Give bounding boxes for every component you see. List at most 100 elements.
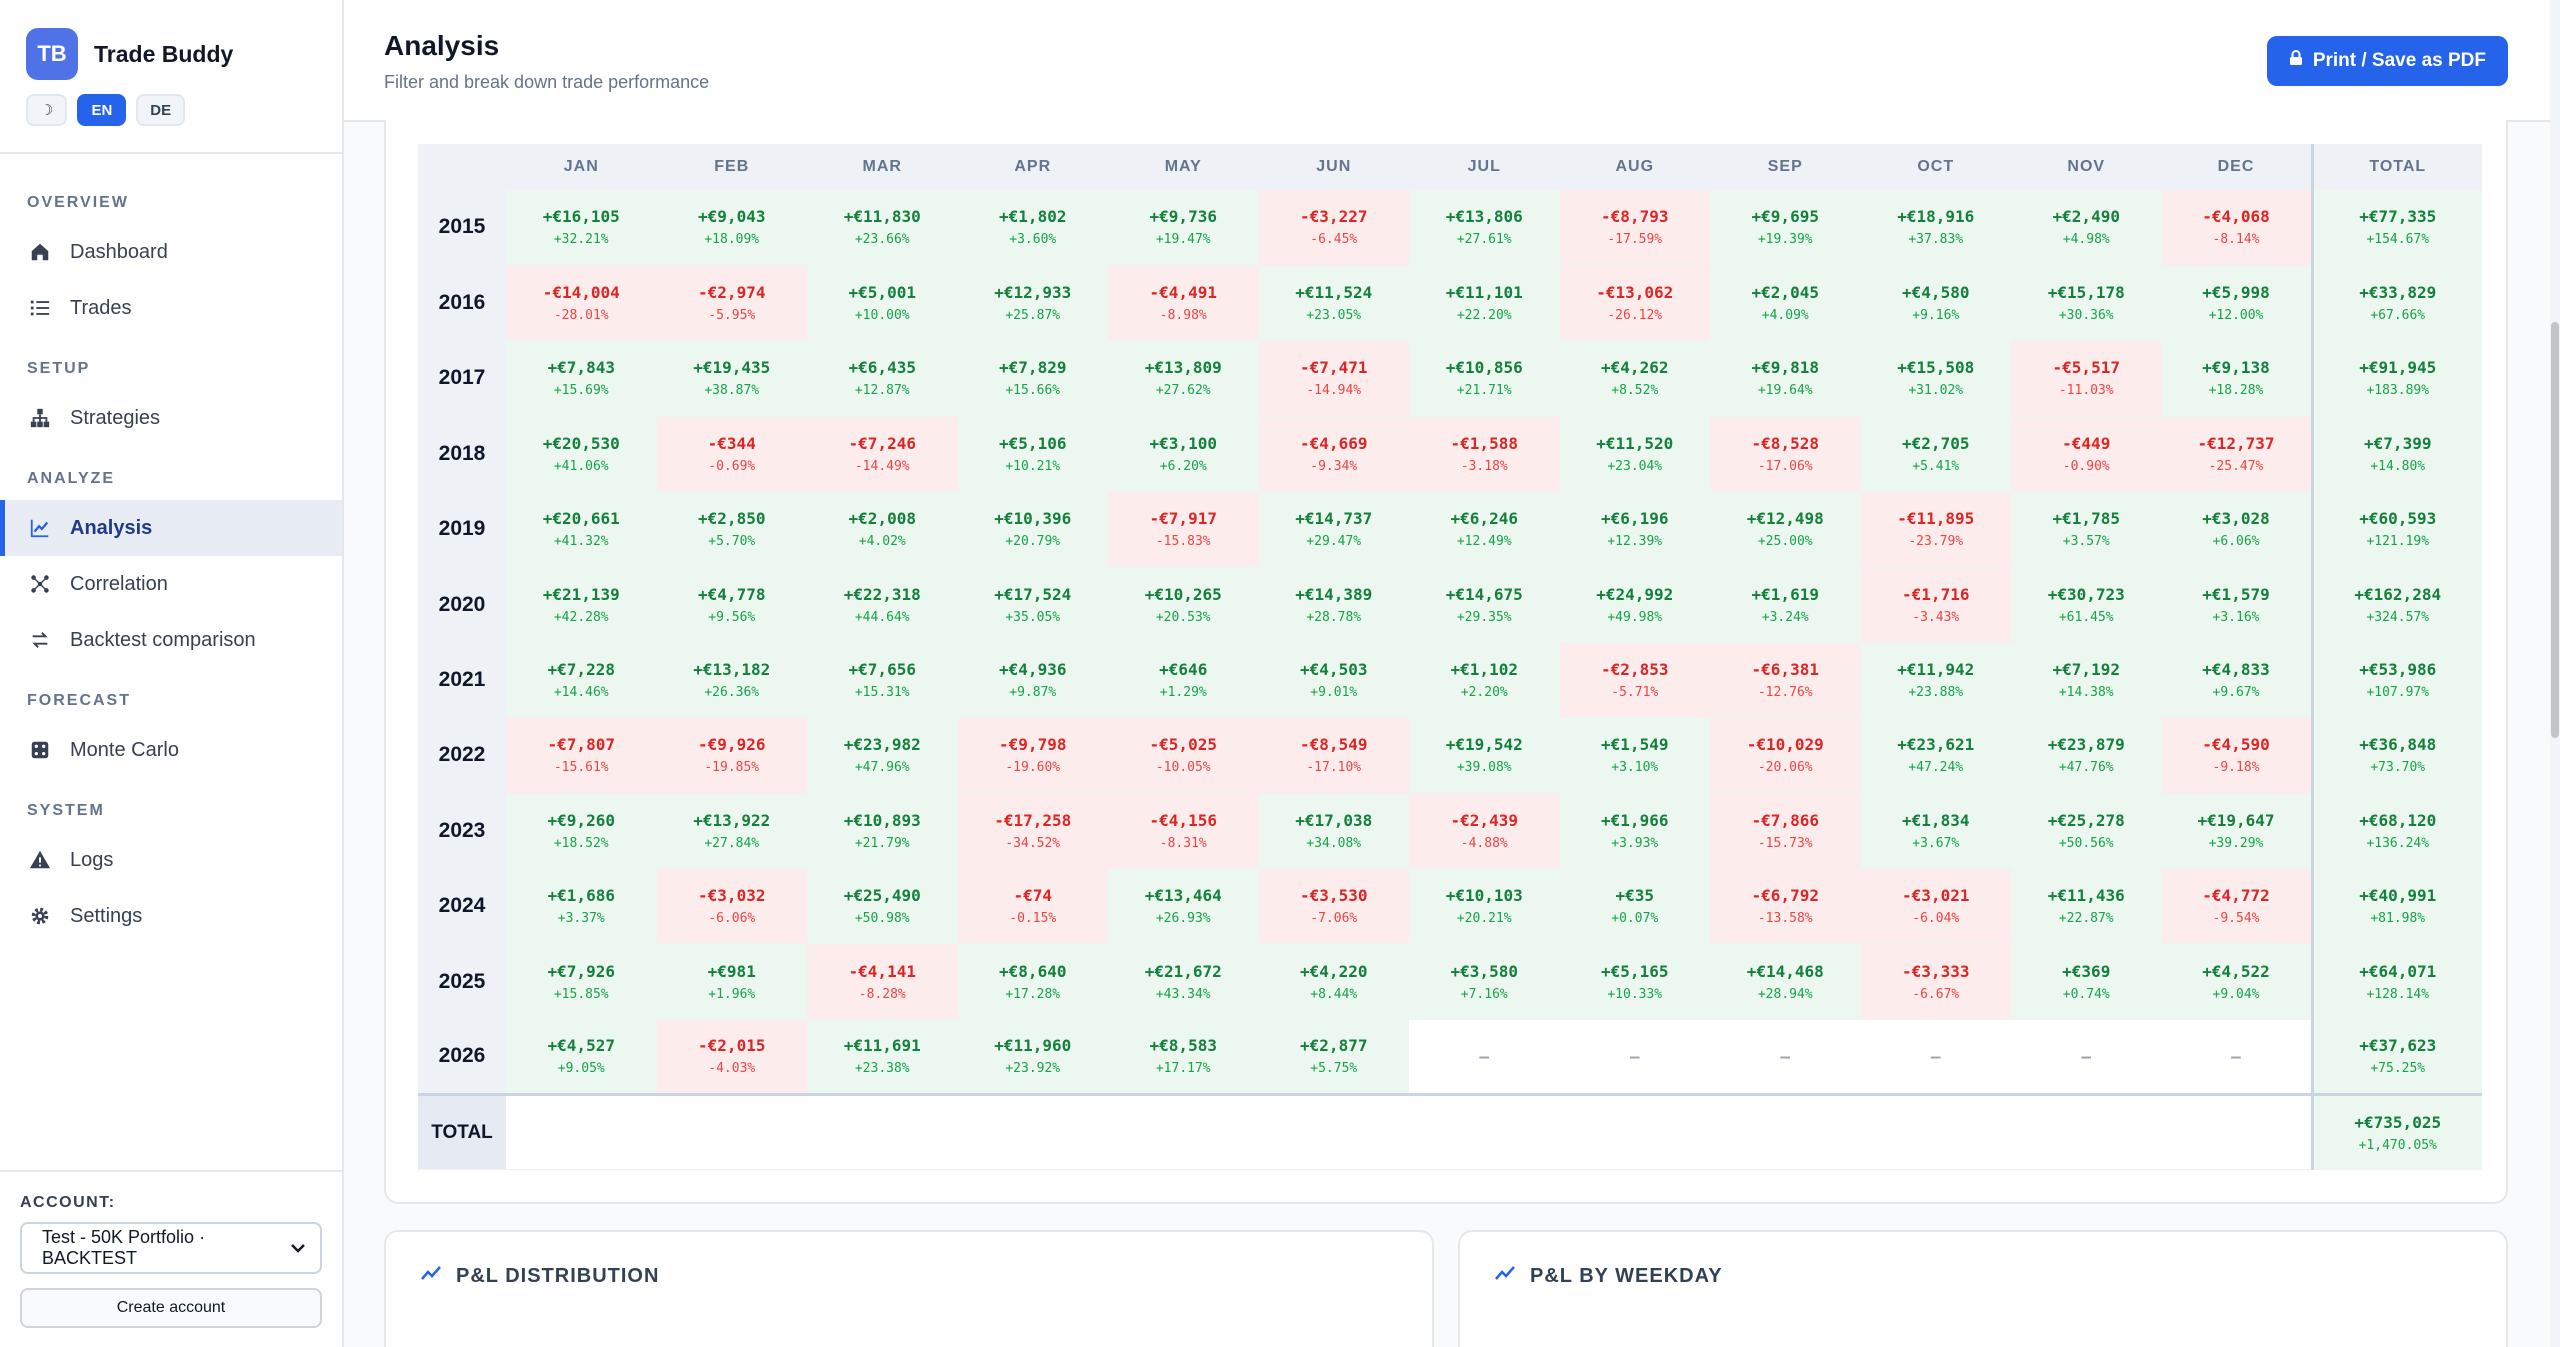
pnl-amount: -€3,227 (1300, 207, 1368, 227)
pnl-amount: -€5,025 (1149, 735, 1217, 755)
pnl-amount: +€5,106 (999, 433, 1067, 453)
pnl-amount: -€8,528 (1751, 433, 1819, 453)
pnl-amount: +€14,389 (1295, 584, 1373, 604)
pnl-amount: -€4,590 (2202, 735, 2270, 755)
pnl-percent: +2.20% (1460, 685, 1508, 701)
page-scrollbar[interactable] (2550, 0, 2560, 1347)
pnl-amount: -€2,015 (698, 1036, 766, 1056)
month-cell: -€4,068 -8.14% (2161, 190, 2312, 266)
year-total-cell: +€68,120 +136.24% (2310, 793, 2482, 870)
year-total-cell: +€33,829 +67.66% (2310, 265, 2482, 342)
table-row: 2023 +€9,260 +18.52% +€13,922 +27.84% +€10,89… (418, 793, 2482, 870)
pnl-amount: +€10,856 (1445, 358, 1523, 378)
month-cell: +€5,106 +10.21% (957, 416, 1108, 493)
sidebar-item-settings[interactable]: Settings (0, 888, 342, 944)
sidebar-item-dashboard[interactable]: Dashboard (0, 224, 342, 280)
pnl-amount: +€10,396 (994, 509, 1072, 529)
brand-name: Trade Buddy (94, 40, 234, 67)
month-cell: +€30,723 +61.45% (2011, 566, 2162, 643)
theme-toggle-button[interactable]: ☽ (26, 94, 68, 126)
month-cell: -€9,926 -19.85% (656, 717, 807, 794)
pnl-amount: +€9,695 (1751, 207, 1819, 227)
pnl-percent: -0.15% (1009, 911, 1057, 927)
pnl-percent: +121.19% (2366, 534, 2430, 550)
pnl-amount: +€21,672 (1144, 961, 1222, 981)
pnl-percent: +27.84% (704, 835, 760, 851)
pnl-amount: +€13,922 (693, 810, 771, 830)
month-cell: +€21,139 +42.28% (506, 566, 657, 643)
month-cell: +€2,008 +4.02% (807, 491, 958, 568)
month-cell: +€7,192 +14.38% (2011, 642, 2162, 719)
column-header: AUG (1559, 144, 1710, 190)
pnl-percent: +10.00% (854, 308, 910, 324)
year-label: 2024 (418, 868, 506, 945)
pnl-percent: +5.70% (708, 534, 756, 550)
pnl-amount: +€68,120 (2359, 810, 2437, 830)
month-cell: +€10,265 +20.53% (1108, 566, 1259, 643)
hierarchy-icon (28, 406, 52, 430)
pnl-amount: +€6,435 (848, 358, 916, 378)
pnl-percent: -17.59% (1607, 232, 1663, 248)
sidebar-item-trades[interactable]: Trades (0, 280, 342, 336)
sidebar-item-label: Logs (70, 848, 114, 871)
sidebar-item-correlation[interactable]: Correlation (0, 556, 342, 612)
pnl-percent: +25.87% (1005, 308, 1061, 324)
year-label: 2017 (418, 340, 506, 417)
sidebar-item-strategies[interactable]: Strategies (0, 390, 342, 446)
pnl-percent: +12.39% (1607, 534, 1663, 550)
pnl-percent: -23.79% (1908, 534, 1964, 550)
month-cell: +€1,579 +3.16% (2161, 566, 2312, 643)
pnl-amount: +€1,834 (1902, 810, 1970, 830)
pnl-percent: +12.87% (854, 383, 910, 399)
panel-title-label: P&L DISTRIBUTION (456, 1264, 660, 1287)
pnl-percent: +20.53% (1155, 609, 1211, 625)
pnl-amount: +€23,621 (1897, 735, 1975, 755)
sidebar-item-analysis[interactable]: Analysis (0, 500, 342, 556)
month-cell: +€12,933 +25.87% (957, 265, 1108, 342)
pnl-percent: +19.39% (1757, 232, 1813, 248)
year-total-cell: +€64,071 +128.14% (2310, 943, 2482, 1020)
pnl-percent: +12.00% (2208, 308, 2264, 324)
month-cell: +€7,228 +14.46% (506, 642, 657, 719)
month-cell: +€10,103 +20.21% (1409, 868, 1560, 945)
pnl-amount: -€4,772 (2202, 886, 2270, 906)
sidebar-item-logs[interactable]: Logs (0, 832, 342, 888)
pnl-percent: +7.16% (1460, 986, 1508, 1002)
pnl-amount: +€1,686 (547, 886, 615, 906)
month-cell: +€981 +1.96% (656, 943, 807, 1020)
language-switcher: ☽ EN DE (0, 80, 342, 126)
month-cell: +€13,922 +27.84% (656, 793, 807, 870)
month-cell: +€4,503 +9.01% (1258, 642, 1409, 719)
sidebar-item-monte-carlo[interactable]: Monte Carlo (0, 722, 342, 778)
pnl-percent: +17.17% (1155, 1061, 1211, 1077)
sidebar-item-backtest-comparison[interactable]: Backtest comparison (0, 612, 342, 668)
column-header: FEB (656, 144, 807, 190)
pnl-percent: +39.29% (2208, 835, 2264, 851)
pnl-percent: +21.79% (854, 835, 910, 851)
pnl-amount: +€10,893 (843, 810, 921, 830)
month-cell: -€4,669 -9.34% (1258, 416, 1409, 493)
pnl-percent: -3.18% (1460, 458, 1508, 474)
pnl-amount: -€7,807 (547, 735, 615, 755)
column-header: MAR (807, 144, 958, 190)
pnl-percent: +75.25% (2370, 1061, 2426, 1077)
pnl-amount: +€22,318 (843, 584, 921, 604)
month-cell: +€4,778 +9.56% (656, 566, 807, 643)
month-cell: +€10,893 +21.79% (807, 793, 958, 870)
print-button[interactable]: Print / Save as PDF (2266, 36, 2508, 86)
pnl-percent: -20.06% (1757, 760, 1813, 776)
pnl-percent: +38.87% (704, 383, 760, 399)
lang-de-button[interactable]: DE (136, 94, 186, 126)
month-cell: +€2,877 +5.75% (1258, 1019, 1409, 1096)
lang-en-button[interactable]: EN (77, 94, 127, 126)
pnl-amount: +€24,992 (1596, 584, 1674, 604)
pnl-amount: +€4,527 (547, 1036, 615, 1056)
pnl-weekday-panel: P&L BY WEEKDAY (1458, 1230, 2508, 1347)
pnl-percent: +50.98% (854, 911, 910, 927)
create-account-button[interactable]: Create account (20, 1288, 322, 1328)
scrollbar-thumb[interactable] (2551, 322, 2559, 738)
month-cell: +€1,619 +3.24% (1710, 566, 1861, 643)
month-cell: +€11,942 +23.88% (1860, 642, 2011, 719)
account-select[interactable]: Test - 50K Portfolio · BACKTEST (20, 1222, 322, 1274)
month-cell: -€8,549 -17.10% (1258, 717, 1409, 794)
